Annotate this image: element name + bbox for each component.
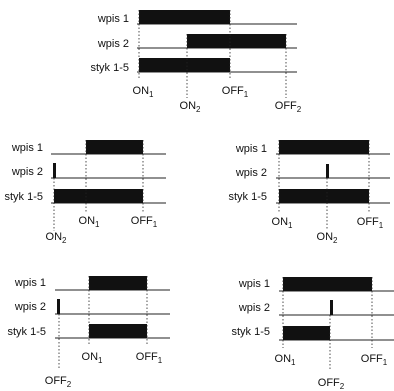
marker-label-on1: ON1 <box>82 351 104 365</box>
row-label-styk-1-5: styk 1-5 <box>7 326 46 338</box>
pulse-wpis-2 <box>57 299 60 314</box>
marker-label-on2: ON2 <box>46 231 68 245</box>
marker-label-off2: OFF2 <box>45 375 72 389</box>
marker-label-on1: ON1 <box>275 353 297 367</box>
row-label-styk-1-5: styk 1-5 <box>90 62 129 74</box>
row-label-wpis-1: wpis 1 <box>11 142 43 154</box>
marker-label-off2: OFF2 <box>318 377 345 391</box>
row-label-wpis-2: wpis 2 <box>14 301 46 313</box>
row-label-styk-1-5: styk 1-5 <box>228 191 267 203</box>
marker-label-on2: ON2 <box>317 231 339 245</box>
row-label-wpis-2: wpis 2 <box>238 302 270 314</box>
panel-top: wpis 1 wpis 2 styk 1-5 ON1 ON2 OFF1 OFF2 <box>90 10 302 114</box>
marker-label-on1: ON1 <box>79 215 101 229</box>
marker-label-off1: OFF1 <box>131 215 158 229</box>
row-label-styk-1-5: styk 1-5 <box>4 191 43 203</box>
pulse-styk-1-5 <box>54 189 143 203</box>
marker-label-off1: OFF1 <box>357 216 384 230</box>
row-label-wpis-1: wpis 1 <box>14 277 46 289</box>
marker-label-on1: ON1 <box>272 216 294 230</box>
pulse-styk-1-5 <box>89 324 147 338</box>
marker-label-off1: OFF1 <box>222 85 249 99</box>
pulse-wpis-1 <box>86 140 143 154</box>
row-label-wpis-2: wpis 2 <box>97 38 129 50</box>
marker-label-off1: OFF1 <box>361 353 388 367</box>
pulse-styk-1-5 <box>279 189 369 203</box>
row-label-wpis-2: wpis 2 <box>235 167 267 179</box>
pulse-styk-1-5 <box>283 326 330 340</box>
panel-bottom-right: wpis 1 wpis 2 styk 1-5 ON1 OFF2 OFF1 <box>231 277 394 391</box>
row-label-wpis-1: wpis 1 <box>97 13 129 25</box>
marker-label-off1: OFF1 <box>136 351 163 365</box>
marker-label-on1: ON1 <box>133 85 155 99</box>
row-label-styk-1-5: styk 1-5 <box>231 326 270 338</box>
pulse-wpis-2 <box>187 34 286 48</box>
pulse-wpis-2 <box>326 164 329 178</box>
panel-middle-left: wpis 1 wpis 2 styk 1-5 ON2 ON1 OFF1 <box>4 140 166 245</box>
pulse-wpis-1 <box>283 277 372 291</box>
pulse-wpis-2 <box>330 300 333 315</box>
panel-bottom-left: wpis 1 wpis 2 styk 1-5 OFF2 ON1 OFF1 <box>7 276 170 389</box>
pulse-wpis-1 <box>279 140 369 154</box>
pulse-wpis-2 <box>53 163 56 178</box>
pulse-wpis-1 <box>89 276 147 290</box>
marker-label-on2: ON2 <box>180 100 202 114</box>
pulse-wpis-1 <box>139 10 230 24</box>
row-label-wpis-1: wpis 1 <box>238 278 270 290</box>
row-label-wpis-1: wpis 1 <box>235 143 267 155</box>
row-label-wpis-2: wpis 2 <box>11 166 43 178</box>
marker-label-off2: OFF2 <box>275 100 302 114</box>
panel-middle-right: wpis 1 wpis 2 styk 1-5 ON1 ON2 OFF1 <box>228 140 390 245</box>
pulse-styk-1-5 <box>139 58 230 72</box>
